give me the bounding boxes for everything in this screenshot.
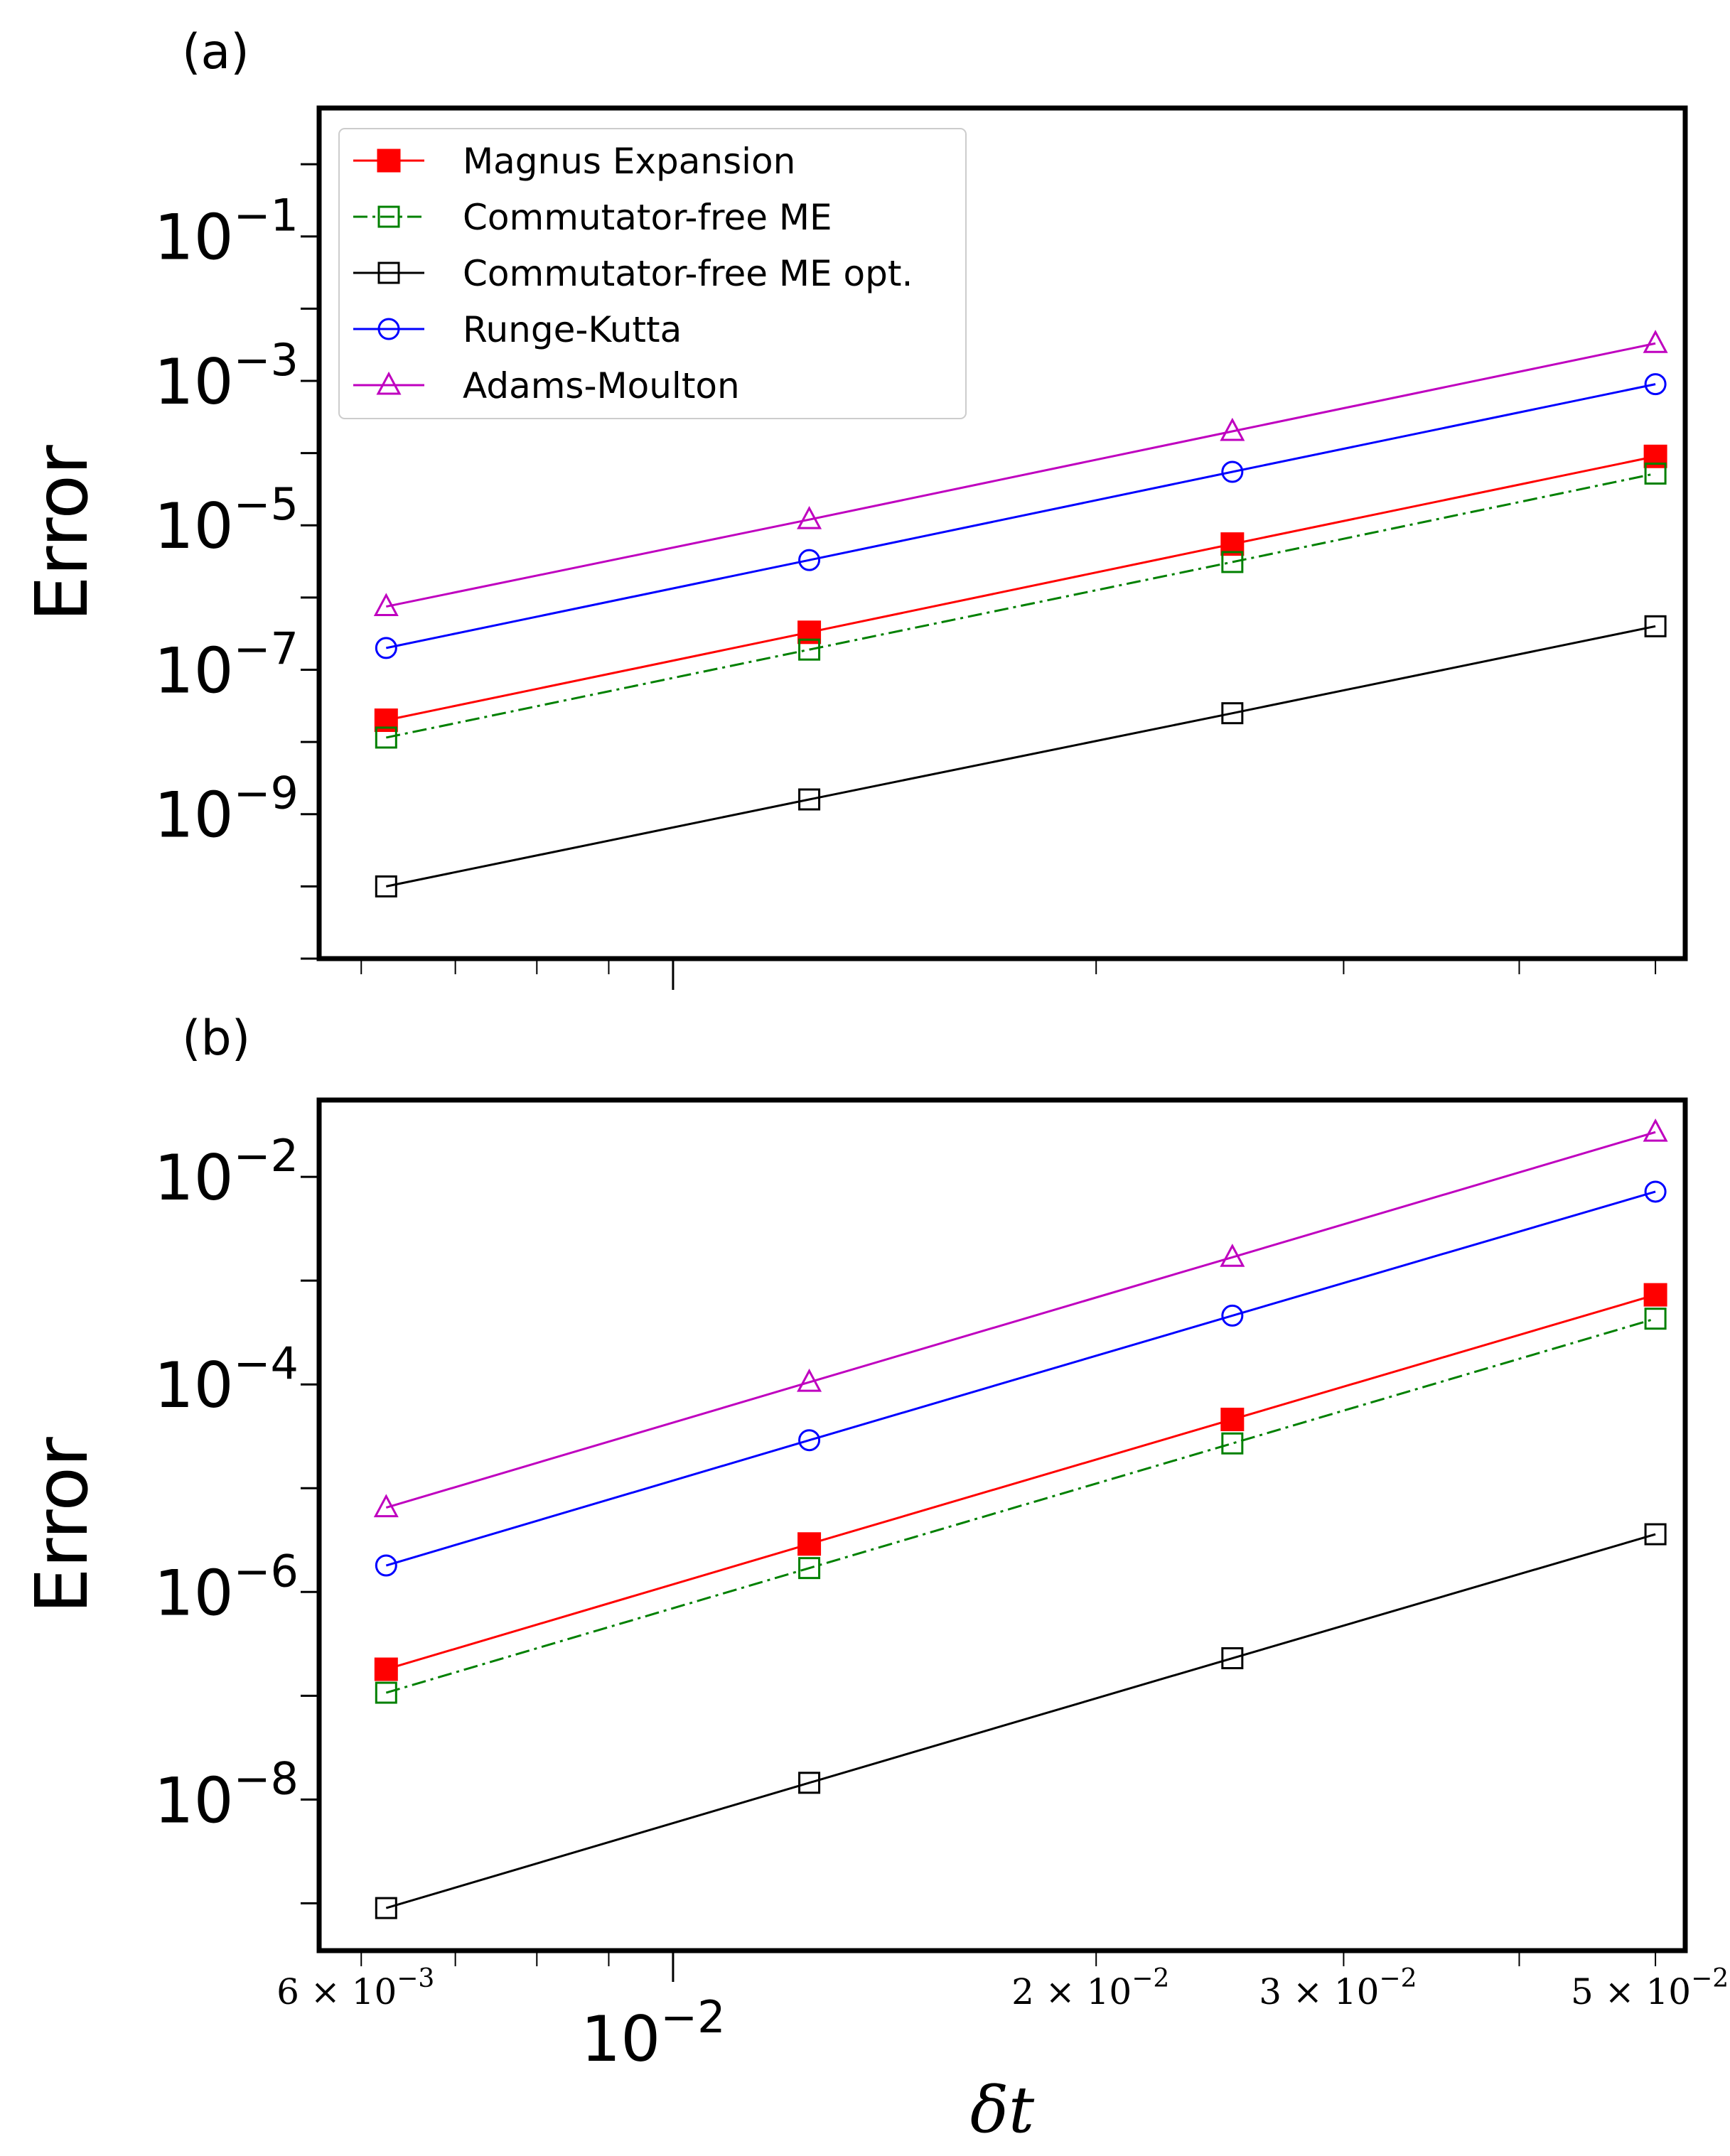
- series-line: [385, 1131, 1656, 1509]
- y-axis-label: Error: [20, 1437, 104, 1614]
- x-minor-tick-label: 3 × 10−2: [1259, 1964, 1417, 2012]
- legend-label: Commutator-free ME opt.: [463, 253, 913, 294]
- y-axis-label: Error: [20, 445, 104, 622]
- legend-label: Magnus Expansion: [463, 141, 795, 182]
- data-point: [1221, 1304, 1244, 1327]
- y-tick-label: 10−1: [154, 190, 299, 274]
- data-point: [373, 593, 399, 617]
- data-point: [1644, 1308, 1667, 1330]
- data-point: [797, 1532, 822, 1556]
- legend: Magnus Expansion Commutator-free ME Commut…: [338, 128, 967, 419]
- data-point: [1644, 1180, 1667, 1203]
- series-line: [386, 342, 1656, 608]
- data-point: [1220, 1244, 1245, 1267]
- data-point: [1221, 460, 1244, 483]
- data-point: [797, 1368, 822, 1392]
- data-point: [1221, 1432, 1244, 1455]
- data-point: [798, 549, 821, 571]
- data-point: [1644, 373, 1667, 396]
- data-point: [375, 726, 397, 749]
- y-tick-label: 10−4: [154, 1337, 299, 1422]
- data-point: [1644, 615, 1667, 637]
- data-point: [375, 1681, 397, 1704]
- legend-marker: [377, 205, 400, 228]
- y-tick-label: 10−7: [154, 622, 299, 707]
- plot-frame: [316, 105, 1688, 961]
- series-line: [385, 1293, 1656, 1671]
- series-line: [385, 1317, 1656, 1694]
- data-point: [375, 1897, 397, 1919]
- legend-marker: [377, 262, 400, 284]
- y-tick-label: 10−6: [154, 1545, 299, 1629]
- panel-a: (a) Error 10−1 10−3 10−5 10−7 10−9 Magnus Expan…: [20, 24, 1688, 990]
- y-tick-label: 10−3: [154, 334, 299, 419]
- series-line: [385, 1533, 1656, 1909]
- data-point: [1643, 1283, 1667, 1307]
- series-line: [386, 625, 1656, 888]
- x-minor-tick-label: 6 × 10−3: [276, 1964, 434, 2012]
- x-minor-tick-label: 5 × 10−2: [1571, 1964, 1729, 2012]
- legend-frame: [338, 128, 967, 419]
- data-point: [1221, 1647, 1244, 1670]
- legend-marker: [377, 318, 400, 340]
- data-point: [374, 1657, 398, 1681]
- legend-label: Runge-Kutta: [463, 309, 682, 350]
- data-point: [375, 637, 397, 659]
- y-tick-label: 10−5: [154, 478, 299, 563]
- series-line: [386, 455, 1656, 721]
- series-line: [385, 1190, 1656, 1567]
- series-line: [386, 383, 1656, 650]
- data-point: [373, 1494, 399, 1518]
- data-point: [375, 875, 397, 898]
- data-point: [798, 1772, 821, 1794]
- legend-marker: [377, 149, 401, 173]
- data-point: [798, 638, 821, 661]
- data-point: [1220, 1407, 1245, 1431]
- x-axis-label: δt: [970, 2073, 1035, 2147]
- legend-marker: [376, 371, 402, 395]
- data-point: [798, 1429, 821, 1452]
- data-point: [798, 1557, 821, 1580]
- x-tick-label: 10−2: [581, 1991, 725, 2076]
- legend-label: Commutator-free ME: [463, 197, 832, 238]
- data-point: [797, 506, 822, 529]
- y-tick-label: 10−9: [154, 767, 299, 852]
- x-minor-tick-label: 2 × 10−2: [1011, 1964, 1169, 2012]
- panel-label: (a): [182, 24, 249, 80]
- y-tick-label: 10−2: [154, 1130, 299, 1214]
- data-point: [1644, 462, 1667, 485]
- data-point: [1221, 551, 1244, 573]
- data-point: [1221, 702, 1244, 725]
- data-point: [798, 788, 821, 811]
- data-point: [375, 1554, 397, 1577]
- panel-b: (b) Error 10−2 10−4 10−6 10−8 10−2 6 × 10−3 2 × …: [20, 1010, 1729, 2147]
- legend-label: Adams-Moulton: [463, 365, 740, 406]
- y-tick-label: 10−8: [154, 1752, 299, 1837]
- data-point: [1220, 417, 1245, 441]
- data-point: [1643, 1118, 1668, 1142]
- plot-frame: [316, 1097, 1688, 1953]
- data-point: [1644, 1523, 1667, 1546]
- data-point: [1643, 330, 1668, 353]
- panel-label: (b): [182, 1010, 250, 1067]
